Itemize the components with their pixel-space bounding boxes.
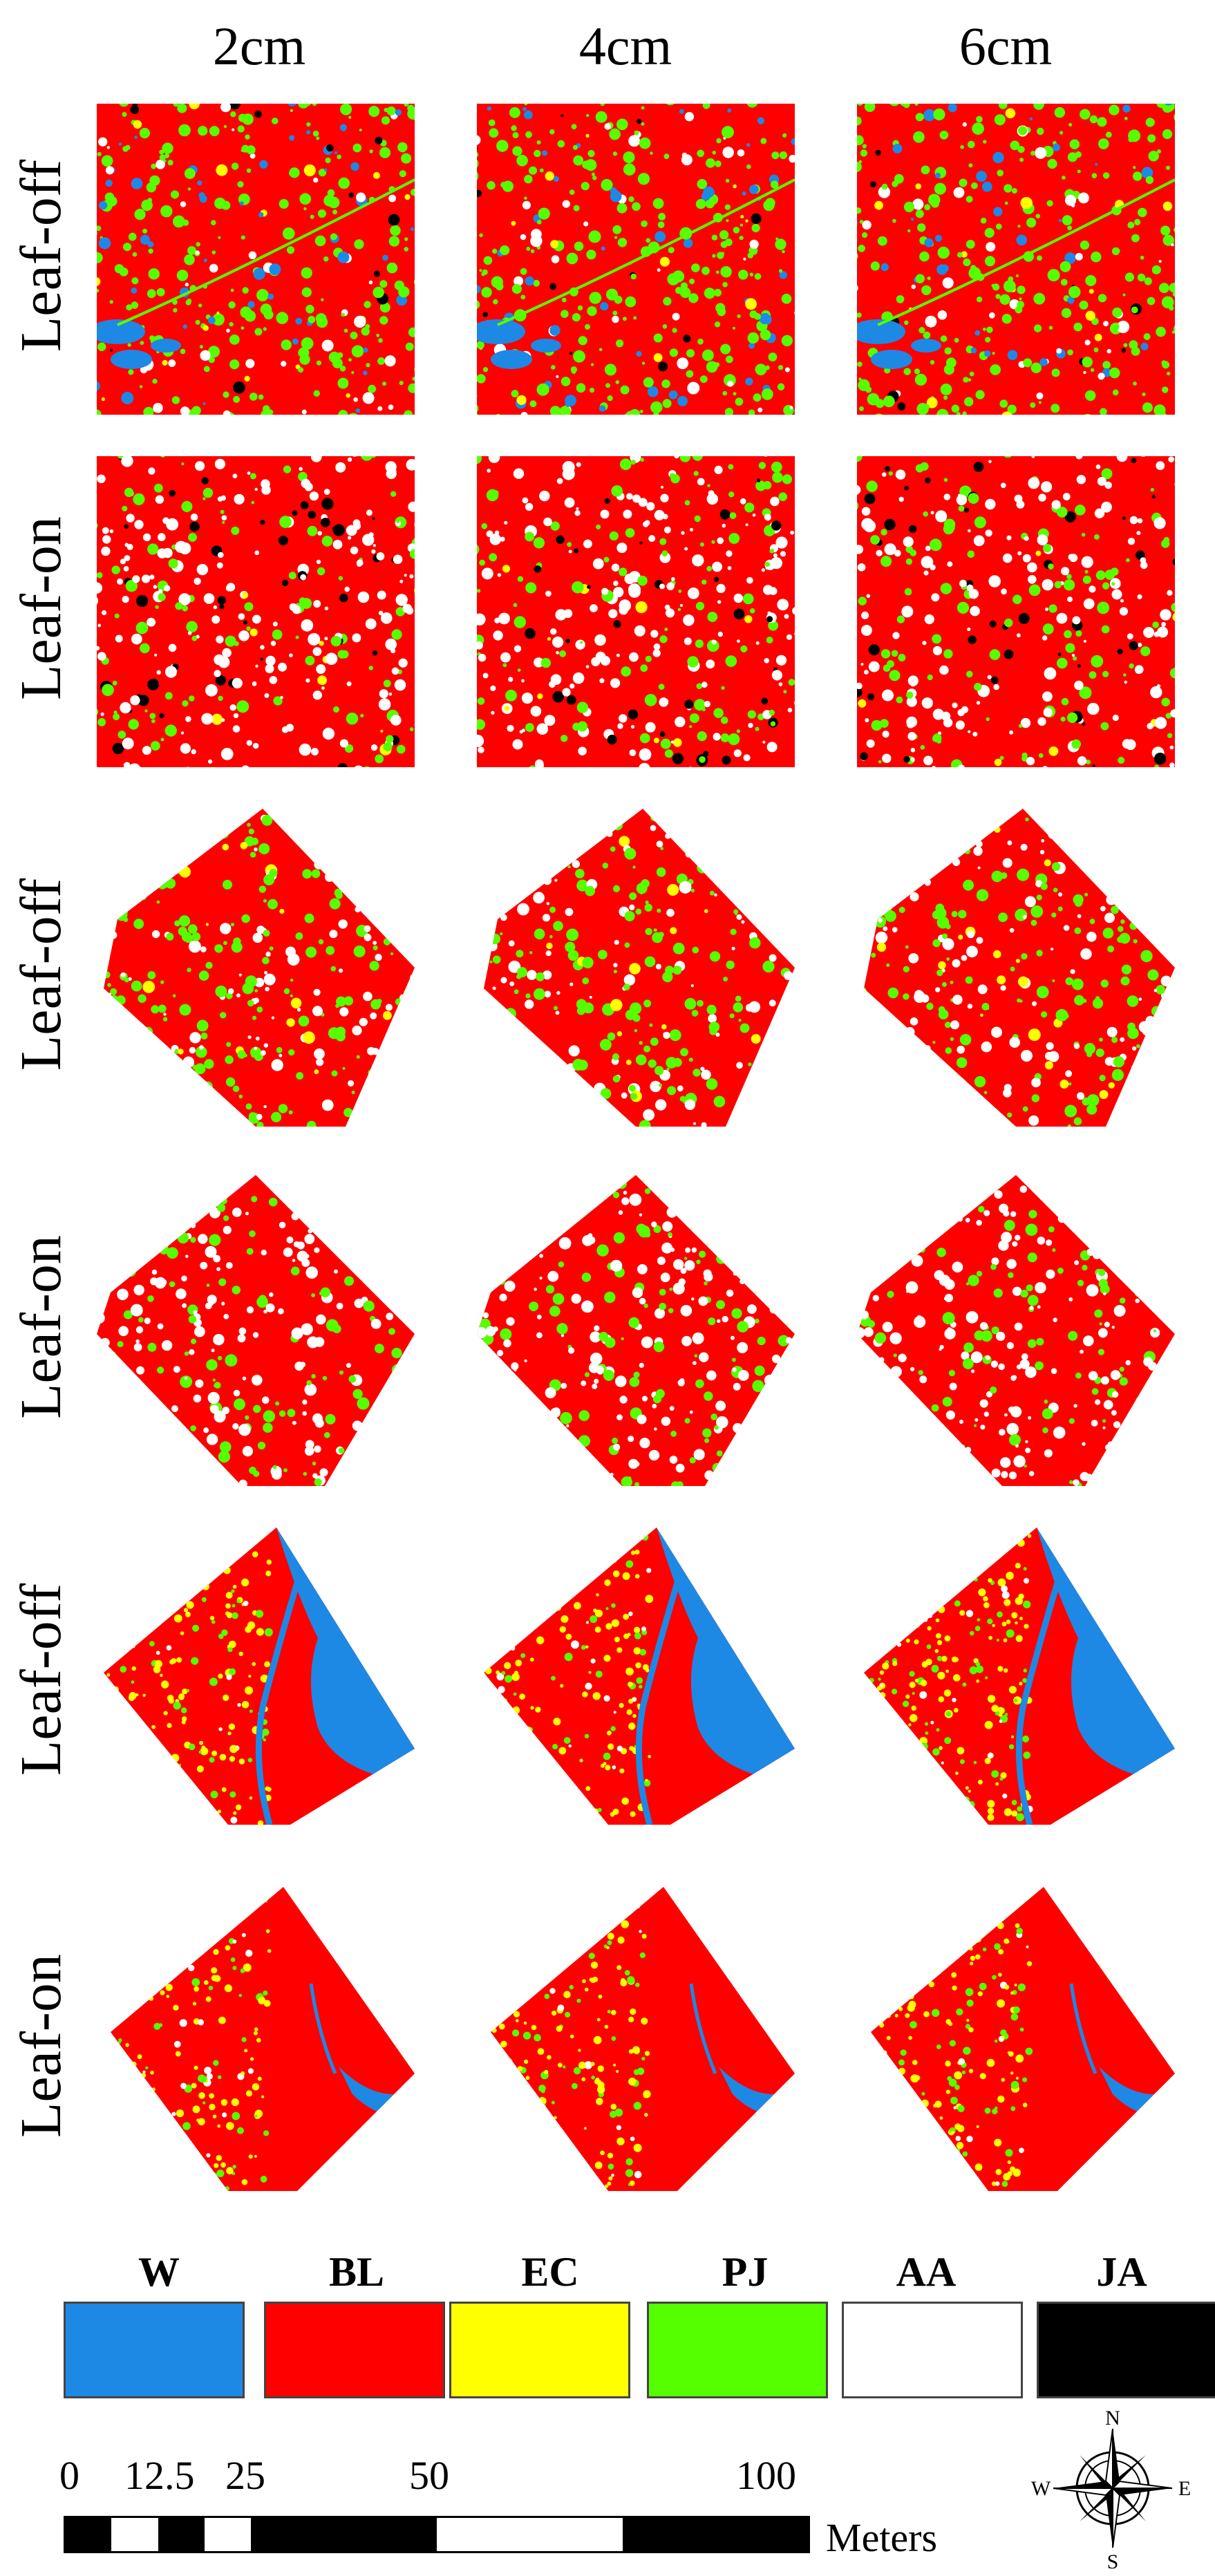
- legend-swatch-ja: [1037, 2302, 1215, 2398]
- classification-map-row3-6cm: [864, 809, 1175, 1127]
- row-label-6: Leaf-on: [9, 1954, 74, 2138]
- legend-label-pj: PJ: [722, 2249, 769, 2295]
- classification-map-row6-6cm: [871, 1887, 1175, 2191]
- scale-tick-50: 50: [409, 2453, 449, 2498]
- classification-map-row4-4cm: [477, 1175, 795, 1486]
- legend-label-bl: BL: [328, 2249, 385, 2295]
- classification-map-row3-2cm: [104, 809, 415, 1127]
- legend-label-w: W: [138, 2249, 180, 2295]
- legend-swatch-ec: [449, 2302, 630, 2398]
- classification-map-row1-4cm: [477, 104, 795, 415]
- row-label-3: Leaf-off: [9, 878, 73, 1071]
- scale-tick-25: 25: [225, 2453, 265, 2498]
- classification-map-row2-2cm: [97, 456, 415, 767]
- classification-map-row1-6cm: [857, 104, 1175, 415]
- classification-map-row5-6cm: [864, 1527, 1175, 1825]
- classification-map-row2-4cm: [477, 456, 795, 767]
- row-label-1: Leaf-off: [9, 159, 73, 352]
- scale-tick-100: 100: [736, 2453, 796, 2498]
- scale-tick-0: 0: [59, 2453, 79, 2498]
- compass-rose-icon: N S E W: [1031, 2407, 1191, 2571]
- scale-tick-12-5: 12.5: [124, 2453, 195, 2498]
- classification-map-row5-2cm: [104, 1527, 415, 1825]
- legend-label-aa: AA: [896, 2249, 957, 2295]
- classification-map-row3-4cm: [484, 809, 795, 1127]
- classification-map-row1-2cm: [97, 104, 415, 415]
- legend-label-ec: EC: [521, 2249, 579, 2295]
- legend-swatch-bl: [264, 2302, 445, 2398]
- classification-map-row2-6cm: [857, 456, 1175, 767]
- classification-map-row6-2cm: [111, 1887, 415, 2191]
- scale-bar-segments: [64, 2516, 810, 2553]
- column-header-2cm: 2cm: [212, 16, 306, 76]
- legend-swatch-aa: [842, 2302, 1023, 2398]
- scale-unit: Meters: [826, 2515, 938, 2560]
- classification-map-row6-4cm: [491, 1887, 795, 2191]
- column-header-6cm: 6cm: [959, 16, 1053, 76]
- row-label-2: Leaf-on: [9, 516, 74, 700]
- classification-map-row4-6cm: [857, 1175, 1175, 1486]
- row-label-4: Leaf-on: [9, 1235, 74, 1419]
- legend-swatch-w: [64, 2302, 245, 2398]
- classification-map-row5-4cm: [484, 1527, 795, 1825]
- legend-label-ja: JA: [1096, 2249, 1147, 2295]
- legend-swatch-pj: [647, 2302, 828, 2398]
- classification-map-row4-2cm: [97, 1175, 415, 1486]
- row-label-5: Leaf-off: [9, 1583, 73, 1776]
- column-header-4cm: 4cm: [578, 16, 672, 76]
